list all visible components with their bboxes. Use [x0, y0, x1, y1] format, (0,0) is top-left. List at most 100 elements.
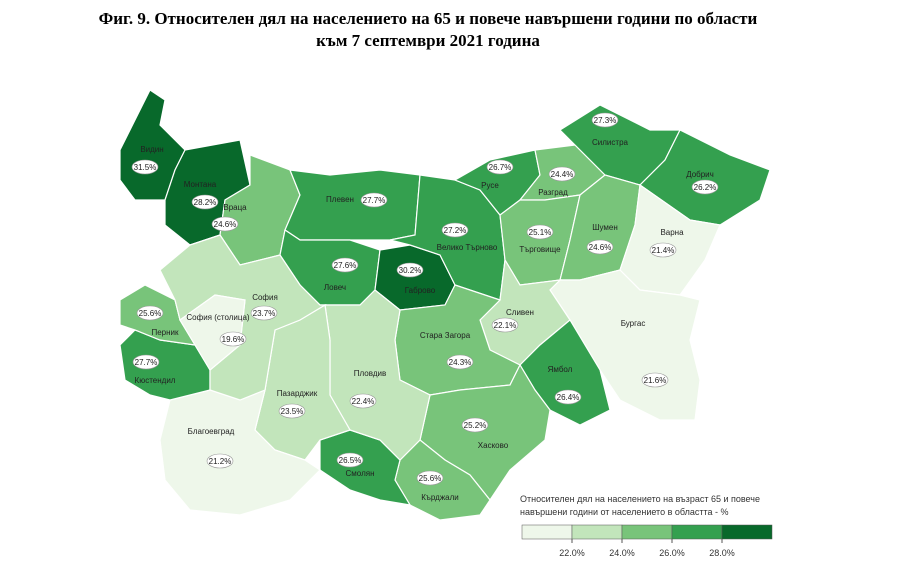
region-name: Пловдив	[354, 369, 387, 378]
region-name: Ловеч	[324, 283, 346, 292]
value-label: 27.3%	[594, 116, 617, 125]
legend-tick-label: 22.0%	[559, 548, 585, 558]
value-bubble	[132, 354, 160, 370]
value-bubble	[336, 452, 364, 468]
region-name: Перник	[151, 328, 179, 337]
value-bubble	[331, 257, 359, 273]
value-label: 24.6%	[214, 220, 237, 229]
value-bubble	[131, 159, 159, 175]
region	[284, 169, 421, 241]
legend-swatch	[721, 524, 773, 540]
value-bubble	[461, 417, 489, 433]
value-label: 27.7%	[135, 358, 158, 367]
value-bubble	[548, 166, 576, 182]
value-bubble	[416, 470, 444, 486]
region-name: Плевен	[326, 195, 354, 204]
legend-tick-label: 26.0%	[659, 548, 685, 558]
region-name: София (столица)	[186, 313, 250, 322]
value-label: 25.6%	[419, 474, 442, 483]
value-label: 21.6%	[644, 376, 667, 385]
value-label: 26.7%	[489, 163, 512, 172]
value-label: 27.7%	[363, 196, 386, 205]
region-name: Пазарджик	[277, 389, 318, 398]
value-label: 26.5%	[339, 456, 362, 465]
value-bubble	[278, 403, 306, 419]
legend-swatch	[571, 524, 623, 540]
legend-title: Относителен дял на населението на възрас…	[520, 494, 760, 504]
value-bubble	[526, 224, 554, 240]
value-label: 28.2%	[194, 198, 217, 207]
value-label: 22.1%	[494, 321, 517, 330]
value-label: 26.4%	[557, 393, 580, 402]
region-name: Търговище	[519, 245, 561, 254]
value-bubble	[136, 305, 164, 321]
value-bubble	[250, 305, 278, 321]
region-name: Благоевград	[188, 427, 235, 436]
value-bubble	[649, 242, 677, 258]
value-label: 27.2%	[444, 226, 467, 235]
legend-tick-label: 24.0%	[609, 548, 635, 558]
legend-swatch	[521, 524, 573, 540]
value-bubble	[591, 112, 619, 128]
region-name: София	[252, 293, 278, 302]
title-line: към 7 септември 2021 година	[316, 31, 540, 50]
value-bubble	[219, 331, 247, 347]
value-bubble	[641, 372, 669, 388]
region-name: Бургас	[621, 319, 646, 328]
region-name: Стара Загора	[420, 331, 471, 340]
legend-title: навършени години от населението в област…	[520, 507, 729, 517]
region-name: Силистра	[592, 138, 628, 147]
legend-swatch	[621, 524, 673, 540]
value-label: 21.2%	[209, 457, 232, 466]
legend-swatch	[671, 524, 723, 540]
value-bubble	[441, 222, 469, 238]
region-name: Монтана	[184, 180, 217, 189]
value-label: 19.6%	[222, 335, 245, 344]
value-bubble	[360, 192, 388, 208]
value-bubble	[586, 239, 614, 255]
value-label: 25.2%	[464, 421, 487, 430]
region-name: Габрово	[405, 286, 436, 295]
region-name: Разград	[538, 188, 568, 197]
value-label: 21.4%	[652, 246, 675, 255]
regions	[119, 89, 771, 521]
value-label: 27.6%	[334, 261, 357, 270]
value-bubble	[396, 262, 424, 278]
value-bubble	[191, 194, 219, 210]
value-label: 26.2%	[694, 183, 717, 192]
value-label: 23.5%	[281, 407, 304, 416]
region-name: Ямбол	[548, 365, 573, 374]
value-bubble	[211, 216, 239, 232]
value-label: 24.3%	[449, 358, 472, 367]
value-label: 31.5%	[134, 163, 157, 172]
value-label: 25.1%	[529, 228, 552, 237]
region-name: Смолян	[346, 469, 375, 478]
legend-tick-label: 28.0%	[709, 548, 735, 558]
region-name: Кърджали	[421, 493, 459, 502]
value-label: 24.6%	[589, 243, 612, 252]
value-label: 24.4%	[551, 170, 574, 179]
title-line: Фиг. 9. Относителен дял на населението н…	[99, 9, 758, 28]
value-bubble	[554, 389, 582, 405]
value-bubble	[349, 393, 377, 409]
value-bubble	[446, 354, 474, 370]
region-name: Шумен	[592, 223, 618, 232]
value-label: 25.6%	[139, 309, 162, 318]
value-bubble	[486, 159, 514, 175]
legend: Относителен дял на населението на възрас…	[520, 494, 773, 558]
region-name: Видин	[140, 145, 163, 154]
value-bubble	[206, 453, 234, 469]
region-name: Враца	[223, 203, 247, 212]
labels: Видин 31.5% Монтана 28.2% Враца 24.6% Плевен 27…	[131, 112, 719, 502]
value-bubble	[691, 179, 719, 195]
region-name: Хасково	[478, 441, 509, 450]
region-name: Добрич	[686, 170, 714, 179]
region-name: Кюстендил	[135, 376, 176, 385]
value-bubble	[491, 317, 519, 333]
region-name: Велико Търново	[437, 243, 498, 252]
value-label: 30.2%	[399, 266, 422, 275]
region-name: Варна	[660, 228, 684, 237]
region-name: Русе	[481, 181, 499, 190]
value-label: 22.4%	[352, 397, 375, 406]
